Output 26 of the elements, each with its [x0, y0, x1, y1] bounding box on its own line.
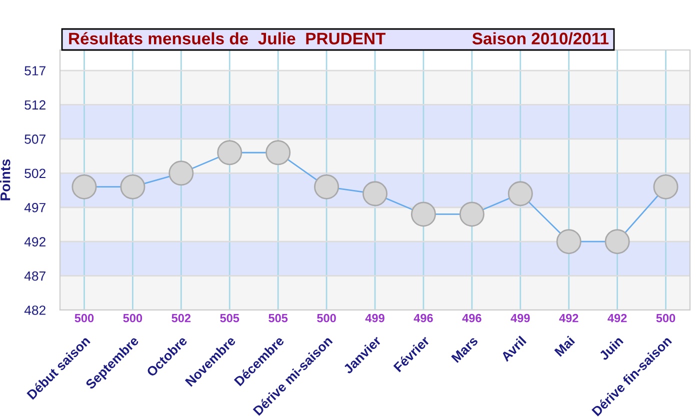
x-tick-label: Mai: [554, 336, 576, 357]
y-tick-label: 512: [24, 100, 46, 110]
data-label: 496: [414, 314, 433, 322]
y-tick-label: 502: [24, 168, 46, 178]
data-label: 499: [365, 314, 384, 322]
data-label: 500: [74, 314, 94, 322]
data-label: 496: [462, 314, 482, 322]
chart-subtitle: Saison 2010/2011: [472, 32, 609, 45]
data-label: 499: [510, 314, 530, 322]
data-label: 502: [172, 314, 191, 322]
data-label: 500: [317, 314, 336, 322]
x-tick-label: Juin: [598, 336, 624, 361]
y-tick-label: 497: [24, 202, 46, 212]
y-tick-label: 487: [24, 271, 46, 281]
y-tick-label: 492: [24, 237, 46, 246]
y-axis-title: Points: [0, 159, 10, 200]
data-label: 492: [559, 314, 578, 322]
y-tick-label: 517: [24, 66, 46, 76]
chart-title: Résultats mensuels de Julie PRUDENT: [69, 32, 386, 44]
data-label: 500: [656, 314, 676, 322]
data-label: 505: [220, 314, 240, 322]
y-tick-label: 507: [24, 134, 46, 144]
data-label: 500: [123, 314, 142, 322]
y-tick-label: 482: [24, 306, 46, 315]
data-label: 505: [268, 314, 288, 322]
data-label: 492: [608, 314, 627, 322]
